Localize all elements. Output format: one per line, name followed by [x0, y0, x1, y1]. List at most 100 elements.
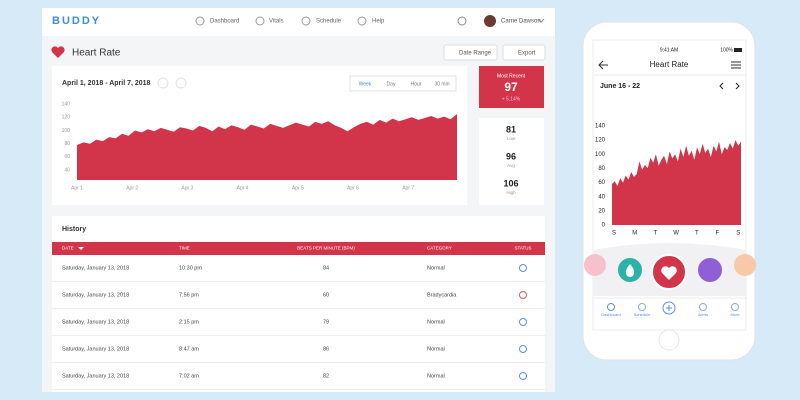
- next-button[interactable]: [175, 77, 187, 89]
- action[interactable]: [584, 254, 606, 276]
- x-tick-label: Apr 4: [237, 185, 249, 191]
- area: [77, 114, 457, 180]
- stat-value: 97: [504, 80, 518, 94]
- chart-title: April 1, 2018 - April 7, 2018: [62, 80, 151, 87]
- column-header: BEATS PER MINUTE (BPM): [297, 246, 355, 251]
- plus-icon: [666, 305, 672, 311]
- area: [612, 140, 741, 225]
- tab-label[interactable]: Dashboard: [601, 312, 621, 317]
- status-icon: [519, 291, 527, 299]
- nav-icon[interactable]: [357, 16, 367, 26]
- table-cell: Bradycardia: [427, 292, 457, 298]
- heart-icon: [51, 46, 65, 58]
- navbar: [42, 8, 555, 36]
- table-cell: Normal: [427, 373, 445, 379]
- stat-value: 81: [506, 124, 516, 134]
- stats-card: [479, 118, 544, 205]
- tab-icon[interactable]: [699, 303, 707, 311]
- nav-icon[interactable]: [195, 16, 205, 26]
- table-cell: 84: [323, 265, 329, 271]
- stat-label: Low: [507, 136, 516, 141]
- x-tick-label: Apr 3: [181, 185, 193, 191]
- avatar[interactable]: [484, 15, 496, 27]
- add-button[interactable]: [662, 301, 676, 315]
- phone-range: June 16 - 22: [600, 83, 640, 90]
- x-tick-label: W: [673, 231, 679, 237]
- x-tick-label: T: [695, 231, 699, 237]
- nav-item[interactable]: Schedule: [316, 19, 342, 25]
- status-icon: [519, 264, 527, 272]
- status-time: 9:41 AM: [660, 47, 678, 53]
- table-cell: 7:56 pm: [179, 292, 199, 298]
- table-cell: Normal: [427, 265, 445, 271]
- y-tick-label: 20: [598, 208, 605, 214]
- column-header: DATE: [62, 246, 74, 251]
- nav-item[interactable]: Help: [372, 19, 385, 25]
- stat-label: Most Recent: [497, 73, 526, 79]
- tab[interactable]: Hour: [411, 81, 422, 87]
- nav-item[interactable]: Vitals: [269, 19, 284, 25]
- stat-value: 106: [503, 178, 518, 188]
- tab-icon[interactable]: [607, 303, 615, 311]
- sort-arrow[interactable]: [78, 247, 84, 250]
- nav-icon[interactable]: [301, 16, 311, 26]
- y-tick-label: 60: [64, 154, 70, 160]
- recent-card: [479, 66, 544, 108]
- stat-label: Avg: [507, 163, 515, 168]
- chevron[interactable]: [537, 18, 545, 23]
- table-cell: 86: [323, 346, 329, 352]
- x-tick-label: S: [736, 231, 740, 237]
- table-cell: 2:15 pm: [179, 319, 199, 325]
- y-tick-label: 120: [62, 115, 71, 121]
- y-tick-label: 80: [64, 141, 70, 147]
- status-icon: [519, 345, 527, 353]
- table-cell: Saturday, January 13, 2018: [62, 319, 129, 325]
- action[interactable]: [698, 258, 722, 282]
- x-tick-label: F: [716, 231, 720, 237]
- nav-icon[interactable]: [255, 16, 265, 26]
- tab-group: [349, 75, 457, 92]
- table-header: [52, 242, 545, 255]
- tab[interactable]: Week: [359, 81, 372, 87]
- nav-item[interactable]: Dashboard: [210, 19, 239, 25]
- y-tick-label: 140: [595, 124, 606, 130]
- column-header: TIME: [179, 246, 190, 251]
- button-label[interactable]: Date Range: [459, 51, 492, 57]
- range-arrows[interactable]: [719, 82, 740, 90]
- x-tick-label: Apr 6: [347, 185, 359, 191]
- user-name[interactable]: Carrie Dawson: [501, 19, 541, 25]
- filter-icon[interactable]: [731, 61, 741, 69]
- x-tick-label: M: [632, 231, 637, 237]
- tab[interactable]: 30 min: [434, 81, 449, 87]
- tab-label[interactable]: More: [730, 312, 740, 317]
- y-tick-label: 40: [64, 167, 70, 173]
- y-tick-label: 80: [598, 166, 605, 172]
- heart-icon: [661, 266, 677, 280]
- y-tick-label: 0: [602, 223, 606, 229]
- tab[interactable]: Day: [387, 81, 396, 87]
- tab-icon[interactable]: [731, 303, 739, 311]
- table-cell: Normal: [427, 319, 445, 325]
- button[interactable]: [502, 44, 546, 61]
- button[interactable]: [443, 44, 498, 61]
- tab-icon[interactable]: [638, 303, 646, 311]
- bell-icon[interactable]: [457, 16, 467, 26]
- button-label[interactable]: Export: [518, 51, 536, 57]
- brand: BUDDY: [52, 15, 101, 27]
- table-cell: Saturday, January 13, 2018: [62, 292, 129, 298]
- action[interactable]: [734, 254, 756, 276]
- back-icon[interactable]: [598, 60, 608, 70]
- x-tick-label: Apr 5: [292, 185, 304, 191]
- table-cell: 10:30 pm: [179, 265, 202, 271]
- home-button[interactable]: [658, 329, 680, 351]
- table-cell: Normal: [427, 346, 445, 352]
- tab-label[interactable]: Schedule: [634, 312, 651, 317]
- battery-icon: [734, 48, 742, 52]
- prev-button[interactable]: [157, 77, 169, 89]
- y-tick-label: 120: [595, 138, 606, 144]
- tab-label[interactable]: Alerts: [698, 312, 708, 317]
- table-cell: 7:02 am: [179, 373, 199, 379]
- column-header: CATEGORY: [427, 246, 452, 251]
- column-header: STATUS: [514, 246, 531, 251]
